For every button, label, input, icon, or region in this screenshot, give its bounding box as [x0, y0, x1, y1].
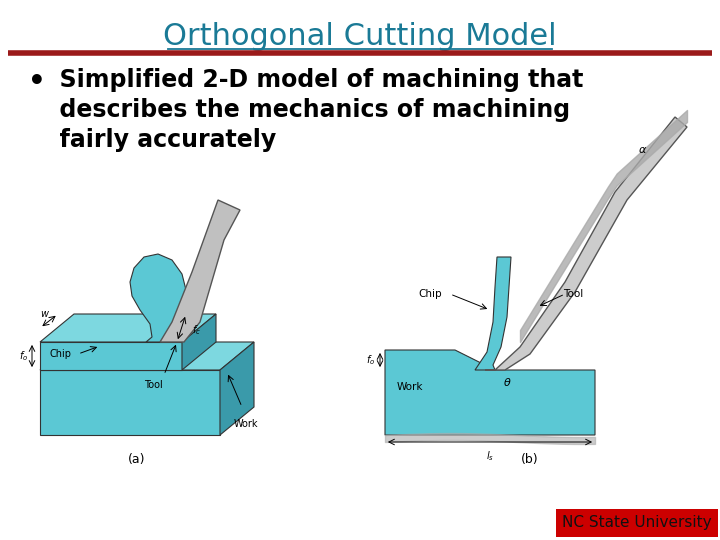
Polygon shape [40, 342, 254, 370]
Text: Tool: Tool [144, 380, 163, 390]
Text: Work: Work [234, 419, 258, 429]
Text: (a): (a) [128, 454, 145, 467]
Polygon shape [160, 200, 240, 342]
Polygon shape [220, 342, 254, 435]
Text: Chip: Chip [418, 289, 442, 299]
Polygon shape [40, 314, 216, 342]
Text: Tool: Tool [563, 289, 583, 299]
Polygon shape [182, 314, 216, 370]
Text: •: • [28, 68, 46, 96]
Text: NC State University: NC State University [562, 516, 712, 530]
Polygon shape [40, 370, 220, 435]
Polygon shape [485, 117, 687, 370]
Text: Work: Work [397, 382, 423, 392]
Text: fairly accurately: fairly accurately [43, 128, 276, 152]
Polygon shape [130, 254, 187, 342]
Text: Chip: Chip [50, 349, 72, 359]
Text: $f_o$: $f_o$ [19, 349, 28, 363]
Polygon shape [40, 342, 182, 370]
Text: Orthogonal Cutting Model: Orthogonal Cutting Model [163, 22, 557, 51]
Text: $l_s$: $l_s$ [486, 449, 494, 463]
Text: $\theta$: $\theta$ [503, 376, 511, 388]
Text: $\alpha$: $\alpha$ [639, 145, 647, 155]
Text: (b): (b) [521, 454, 539, 467]
Polygon shape [475, 257, 511, 370]
Text: $f_o$: $f_o$ [366, 353, 375, 367]
FancyBboxPatch shape [556, 509, 718, 537]
Text: describes the mechanics of machining: describes the mechanics of machining [43, 98, 570, 122]
Text: Simplified 2-D model of machining that: Simplified 2-D model of machining that [43, 68, 583, 92]
Polygon shape [385, 350, 595, 435]
Text: w: w [40, 309, 48, 319]
Text: $f_c$: $f_c$ [192, 323, 201, 337]
